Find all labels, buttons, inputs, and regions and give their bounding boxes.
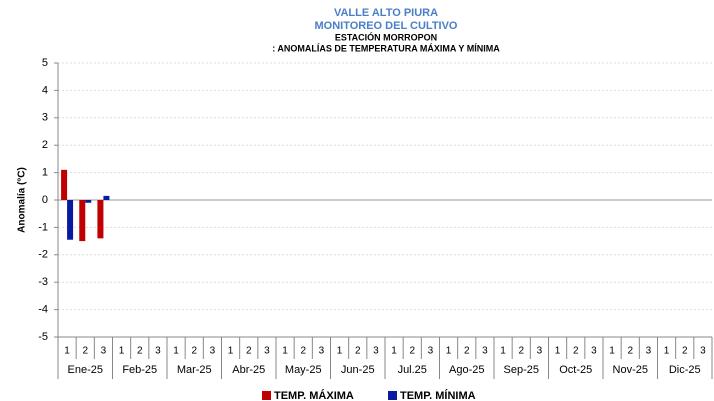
- chart-subtitle: ESTACIÓN MORROPON: [335, 31, 437, 42]
- x-tick-label: 3: [537, 346, 543, 357]
- group-label: Dic-25: [669, 364, 701, 376]
- x-tick-label: 1: [119, 346, 125, 357]
- x-tick-label: 2: [627, 346, 633, 357]
- bar: [67, 200, 74, 240]
- x-tick-label: 3: [428, 346, 434, 357]
- x-tick-label: 1: [664, 346, 670, 357]
- x-tick-label: 3: [210, 346, 216, 357]
- x-tick-label: 3: [373, 346, 379, 357]
- x-tick-label: 1: [500, 346, 506, 357]
- group-label: Nov-25: [613, 364, 648, 376]
- x-tick-label: 1: [173, 346, 179, 357]
- group-label: Jun-25: [341, 364, 375, 376]
- bar: [79, 200, 86, 242]
- x-tick-label: 1: [391, 346, 397, 357]
- y-axis-label: Anomalía (°C): [17, 167, 28, 233]
- group-label: Ene-25: [68, 364, 103, 376]
- group-label: Jul.25: [398, 364, 427, 376]
- group-label: Ago-25: [449, 364, 484, 376]
- group-label: Abr-25: [232, 364, 265, 376]
- x-tick-label: 2: [518, 346, 524, 357]
- x-tick-label: 2: [682, 346, 688, 357]
- x-tick-label: 2: [573, 346, 579, 357]
- bar: [85, 200, 92, 203]
- x-tick-label: 3: [319, 346, 325, 357]
- y-tick-label: -1: [38, 221, 48, 233]
- y-tick-label: 1: [42, 167, 48, 179]
- x-tick-label: 3: [101, 346, 107, 357]
- bar: [103, 195, 110, 200]
- x-tick-label: 2: [246, 346, 252, 357]
- y-tick-label: 2: [42, 139, 48, 151]
- group-label: May-25: [285, 364, 322, 376]
- y-tick-label: 3: [42, 112, 48, 124]
- chart-title: MONITOREO DEL CULTIVO: [314, 20, 457, 32]
- x-tick-label: 3: [155, 346, 161, 357]
- y-tick-label: -5: [38, 331, 48, 343]
- y-tick-label: -4: [38, 304, 48, 316]
- legend-swatch: [388, 391, 397, 400]
- group-label: Mar-25: [177, 364, 212, 376]
- x-tick-label: 2: [300, 346, 306, 357]
- bar: [97, 200, 104, 239]
- x-tick-label: 1: [446, 346, 452, 357]
- x-tick-label: 3: [700, 346, 706, 357]
- chart-title: VALLE ALTO PIURA: [334, 7, 438, 19]
- x-tick-label: 2: [355, 346, 361, 357]
- x-tick-label: 1: [555, 346, 561, 357]
- x-tick-label: 2: [82, 346, 88, 357]
- group-label: Oct-25: [559, 364, 592, 376]
- legend-label: TEMP. MÁXIMA: [274, 389, 354, 401]
- bar: [61, 169, 68, 200]
- x-tick-label: 3: [264, 346, 270, 357]
- legend-label: TEMP. MÍNIMA: [400, 389, 476, 401]
- x-tick-label: 3: [482, 346, 488, 357]
- x-tick-label: 3: [591, 346, 597, 357]
- group-label: Sep-25: [504, 364, 539, 376]
- x-tick-label: 1: [64, 346, 70, 357]
- x-tick-label: 1: [609, 346, 615, 357]
- x-tick-label: 1: [337, 346, 343, 357]
- y-tick-label: 0: [42, 194, 48, 206]
- y-tick-label: 5: [42, 57, 48, 69]
- x-tick-label: 3: [646, 346, 652, 357]
- x-tick-label: 1: [282, 346, 288, 357]
- chart-subtitle: : ANOMALÍAS DE TEMPERATURA MÁXIMA Y MÍNI…: [272, 43, 500, 53]
- x-tick-label: 2: [191, 346, 197, 357]
- y-tick-label: -3: [38, 276, 48, 288]
- x-tick-label: 2: [464, 346, 470, 357]
- x-tick-label: 2: [409, 346, 415, 357]
- y-tick-label: -2: [38, 249, 48, 261]
- group-label: Feb-25: [122, 364, 157, 376]
- x-tick-label: 1: [228, 346, 234, 357]
- y-tick-label: 4: [42, 84, 48, 96]
- x-tick-label: 2: [137, 346, 143, 357]
- legend-swatch: [262, 391, 271, 400]
